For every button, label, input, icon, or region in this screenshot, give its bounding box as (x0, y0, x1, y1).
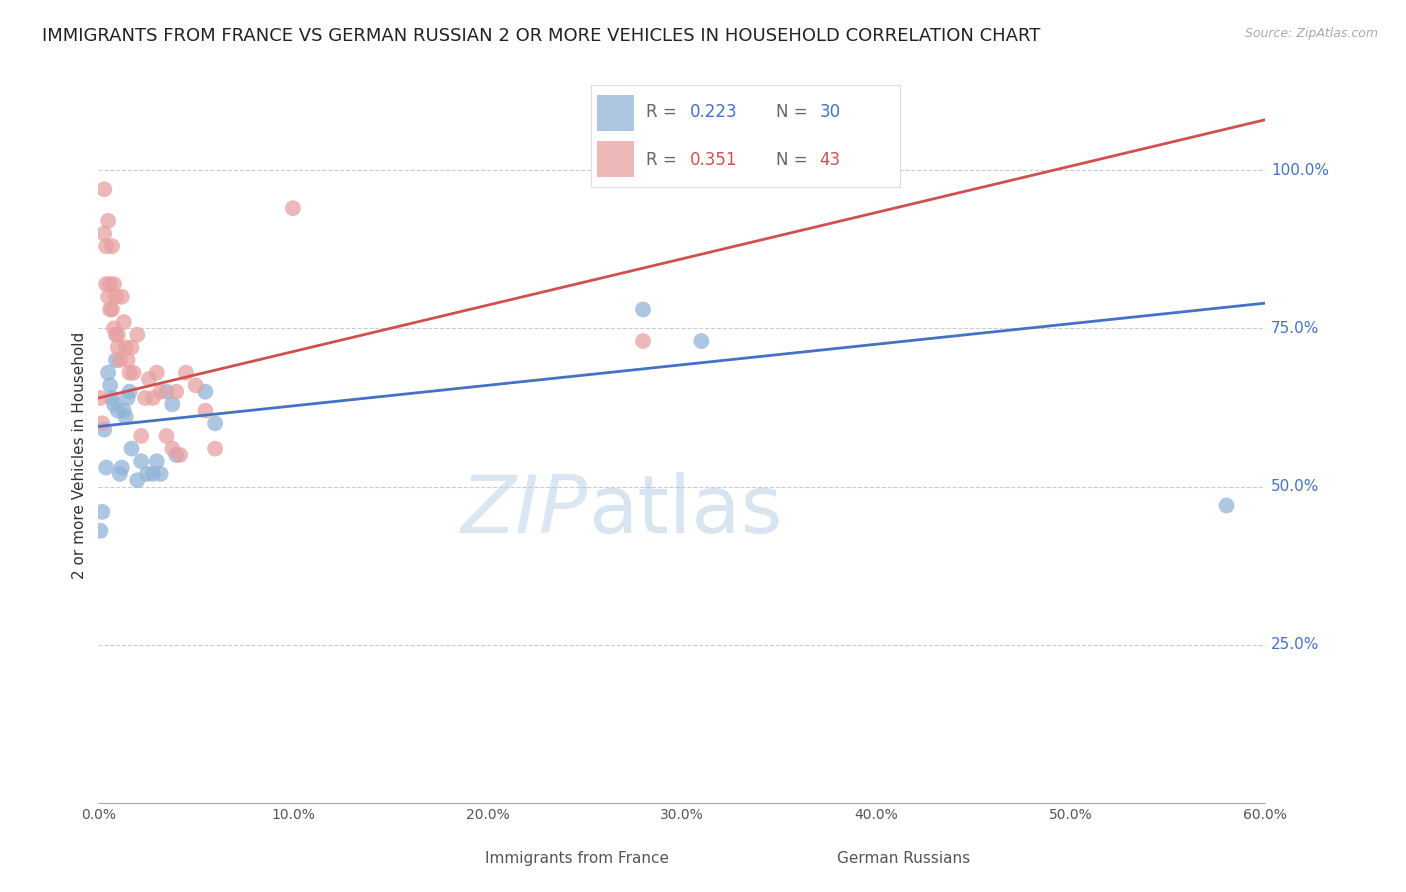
Text: Source: ZipAtlas.com: Source: ZipAtlas.com (1244, 27, 1378, 40)
Text: 0.351: 0.351 (689, 151, 737, 169)
Point (101, 302, 124, 317)
Point (112, 403, 135, 417)
Point (91, 417, 114, 431)
Point (204, 417, 226, 431)
Point (111, 290, 134, 304)
Point (122, 366, 145, 380)
Point (155, 384, 177, 399)
Point (165, 384, 187, 399)
Point (1215, 499, 1237, 513)
Point (204, 442, 226, 456)
Point (129, 429, 152, 443)
Text: atlas: atlas (589, 472, 783, 549)
Point (97, 366, 120, 380)
Text: ZIP: ZIP (461, 472, 589, 549)
Point (194, 384, 217, 399)
Point (194, 403, 217, 417)
Point (96, 277, 118, 292)
Text: 50.0%: 50.0% (1271, 479, 1320, 494)
Text: 0.223: 0.223 (689, 103, 737, 121)
Bar (596, 141, 634, 177)
Point (112, 315, 135, 329)
Point (162, 397, 184, 411)
Point (93, 423, 115, 437)
Text: 25.0%: 25.0% (1271, 637, 1320, 652)
Point (631, 334, 654, 348)
Point (104, 353, 127, 368)
Point (104, 327, 127, 342)
Point (107, 340, 129, 354)
Point (103, 321, 125, 335)
Point (107, 327, 129, 342)
Point (138, 372, 160, 386)
Point (118, 384, 141, 399)
Point (104, 290, 127, 304)
Point (108, 467, 131, 481)
Y-axis label: 2 or more Vehicles in Household: 2 or more Vehicles in Household (72, 331, 87, 579)
Point (184, 378, 207, 392)
Point (149, 467, 172, 481)
Point (89, 391, 111, 405)
Text: N =: N = (776, 151, 813, 169)
Point (165, 448, 187, 462)
Point (114, 409, 136, 424)
Point (134, 391, 156, 405)
Point (101, 239, 124, 253)
Point (118, 366, 141, 380)
Point (281, 201, 304, 215)
Point (96, 239, 118, 253)
Point (146, 366, 169, 380)
Text: N =: N = (776, 103, 813, 121)
Text: German Russians: German Russians (837, 851, 970, 865)
Point (127, 473, 149, 487)
Text: 43: 43 (820, 151, 841, 169)
Text: 100.0%: 100.0% (1271, 163, 1329, 178)
Point (103, 277, 125, 292)
Point (101, 391, 124, 405)
Point (169, 448, 191, 462)
Text: 30: 30 (820, 103, 841, 121)
Point (129, 454, 152, 468)
Text: IMMIGRANTS FROM FRANCE VS GERMAN RUSSIAN 2 OR MORE VEHICLES IN HOUSEHOLD CORRELA: IMMIGRANTS FROM FRANCE VS GERMAN RUSSIAN… (42, 27, 1040, 45)
Point (114, 340, 136, 354)
Point (111, 460, 134, 475)
Point (121, 340, 143, 354)
Point (98, 302, 121, 317)
Point (136, 467, 159, 481)
Point (98, 378, 121, 392)
Point (103, 397, 125, 411)
Point (91, 505, 114, 519)
Point (155, 429, 177, 443)
Text: R =: R = (647, 103, 682, 121)
Point (117, 353, 139, 368)
Point (117, 391, 139, 405)
Point (146, 454, 169, 468)
Point (142, 467, 165, 481)
Point (121, 442, 143, 456)
Bar (596, 95, 634, 131)
Point (149, 384, 172, 399)
Point (93, 182, 115, 196)
Point (107, 403, 129, 417)
Point (127, 327, 149, 342)
Point (162, 442, 184, 456)
Point (93, 227, 115, 241)
Point (174, 366, 197, 380)
Point (142, 391, 165, 405)
Point (631, 302, 654, 317)
Point (89, 524, 111, 538)
Point (96, 460, 118, 475)
Text: Immigrants from France: Immigrants from France (485, 851, 669, 865)
Point (690, 334, 713, 348)
Point (97, 290, 120, 304)
Text: R =: R = (647, 151, 682, 169)
Point (108, 353, 131, 368)
Point (98, 277, 121, 292)
Text: 75.0%: 75.0% (1271, 321, 1320, 336)
Point (97, 214, 120, 228)
